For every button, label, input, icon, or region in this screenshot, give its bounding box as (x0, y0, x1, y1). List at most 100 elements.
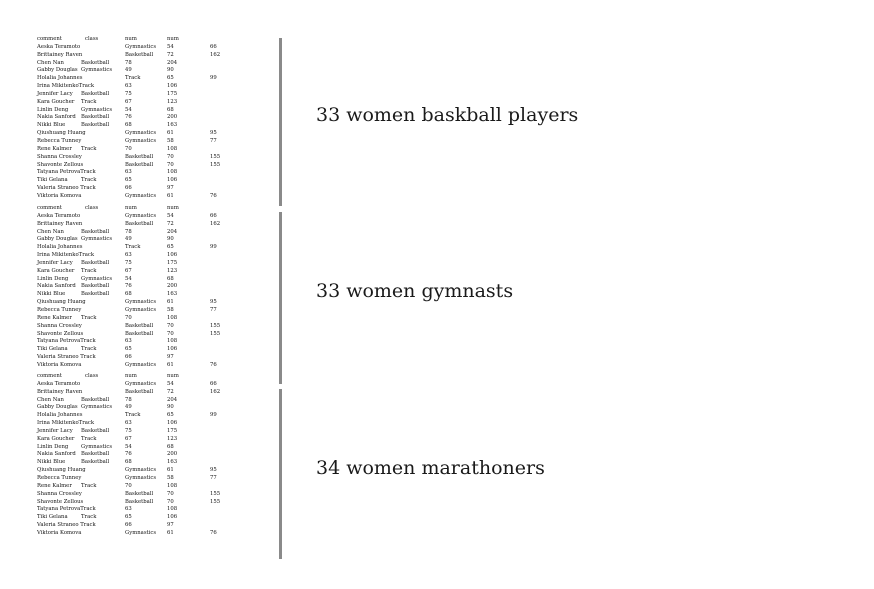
table-cell: 108 (167, 482, 178, 489)
table-cell: Track (125, 412, 141, 419)
table-cell: Brittainey Raven (37, 220, 83, 227)
table-cell: 95 (210, 299, 217, 306)
table-cell: 65 (125, 514, 132, 521)
table-cell: Jennifer Lacy (37, 259, 73, 266)
table-cell: Tatyana PetrovaTrack (37, 169, 96, 176)
table-cell: Shavonte Zellous (37, 330, 84, 337)
table-cell: Shanna Crossley (37, 322, 82, 329)
table-cell: 76 (125, 451, 132, 458)
table-cell: Gymnastics (125, 380, 157, 387)
table-cell: 63 (125, 252, 132, 259)
table-cell: 65 (167, 412, 174, 419)
table-cell: 68 (125, 291, 132, 298)
table-cell: 76 (125, 283, 132, 290)
table-cell: 66 (125, 185, 132, 192)
table-cell: Nakia Sanford (37, 451, 76, 458)
table-cell: 97 (167, 522, 174, 529)
table-cell: Track (81, 514, 97, 521)
table-cell: 61 (167, 467, 174, 474)
table-cell: Qiushuang Huang (37, 130, 86, 137)
table-cell: Basketball (81, 114, 110, 121)
table-cell: Track (81, 314, 97, 321)
table-cell: Gymnastics (81, 275, 113, 282)
table-cell: Basketball (81, 90, 110, 97)
table-cell: Aeska Teramoto (37, 43, 81, 50)
table-cell: Basketball (81, 427, 110, 434)
table-cell: Rene Kalmer (37, 314, 72, 321)
table-cell: Tatyana PetrovaTrack (37, 338, 96, 345)
table-cell: 95 (210, 467, 217, 474)
table-cell: Basketball (81, 459, 110, 466)
table-cell: 65 (167, 75, 174, 82)
table-header-cell: class (85, 205, 99, 211)
table-cell: 66 (210, 380, 217, 387)
table-header-cell: num (167, 205, 179, 211)
table-cell: 67 (125, 435, 132, 442)
table-cell: Jennifer Lacy (37, 427, 73, 434)
table-cell: 63 (125, 420, 132, 427)
table-cell: Kara Goucher (37, 435, 75, 442)
table-cell: 108 (167, 338, 178, 345)
table-cell: 163 (167, 122, 178, 129)
table-cell: 75 (125, 90, 132, 97)
table-cell: Track (81, 482, 97, 489)
group-divider-2 (279, 212, 282, 384)
table-cell: 200 (167, 114, 178, 121)
table-cell: 123 (167, 435, 178, 442)
table-cell: 58 (167, 137, 174, 144)
table-cell: 90 (167, 404, 174, 411)
table-cell: Qiushuang Huang (37, 299, 86, 306)
table-cell: Viktoria Komova (37, 192, 82, 199)
table-cell: 99 (210, 75, 217, 82)
table-cell: Valeria Straneo Track (37, 354, 96, 361)
table-cell: 106 (167, 83, 178, 90)
table-cell: 175 (167, 427, 178, 434)
table-cell: Basketball (125, 51, 154, 58)
table-cell: Shanna Crossley (37, 490, 82, 497)
table-cell: 54 (125, 275, 132, 282)
table-cell: Track (81, 177, 97, 184)
table-cell: 155 (210, 498, 221, 505)
table-cell: Nakia Sanford (37, 283, 76, 290)
table-cell: 200 (167, 451, 178, 458)
table-cell: 155 (210, 322, 221, 329)
table-cell: 65 (167, 244, 174, 251)
group-divider-1 (279, 38, 282, 206)
table-cell: Basketball (125, 161, 154, 168)
table-cell: Shanna Crossley (37, 153, 82, 160)
table-cell: 61 (167, 192, 174, 199)
table-cell: 155 (210, 330, 221, 337)
table-cell: 54 (167, 43, 174, 50)
table-header-cell: class (85, 373, 99, 379)
table-cell: Viktoria Komova (37, 529, 82, 536)
table-cell: Gymnastics (125, 130, 157, 137)
table-cell: 75 (125, 427, 132, 434)
table-cell: 76 (210, 192, 217, 199)
table-cell: 70 (167, 330, 174, 337)
table-cell: Gymnastics (81, 67, 113, 74)
table-cell: 67 (125, 98, 132, 105)
table-cell: Basketball (125, 388, 154, 395)
table-cell: 72 (167, 220, 174, 227)
table-cell: Gymnastics (125, 192, 157, 199)
table-cell: 162 (210, 388, 221, 395)
table-cell: Gabby Douglas (37, 236, 78, 243)
table-cell: Aeska Teramoto (37, 212, 81, 219)
table-cell: 70 (167, 161, 174, 168)
table-cell: 63 (125, 169, 132, 176)
table-cell: Irina MikitenkoTrack (37, 83, 95, 90)
table-cell: Holalia Johannes (37, 244, 83, 251)
table-cell: Gymnastics (81, 106, 113, 113)
table-cell: Nakia Sanford (37, 114, 76, 121)
table-cell: Rebecca Tunney (37, 474, 82, 481)
table-cell: Rene Kalmer (37, 145, 72, 152)
table-cell: Gymnastics (125, 212, 157, 219)
table-cell: 68 (125, 459, 132, 466)
table-cell: Gymnastics (81, 404, 113, 411)
table-cell: 76 (210, 361, 217, 368)
table-cell: Linlin Deng (37, 443, 69, 450)
table-cell: 76 (210, 529, 217, 536)
table-cell: 72 (167, 51, 174, 58)
table-cell: Tiki Gelana (37, 177, 68, 184)
table-cell: Rebecca Tunney (37, 306, 82, 313)
